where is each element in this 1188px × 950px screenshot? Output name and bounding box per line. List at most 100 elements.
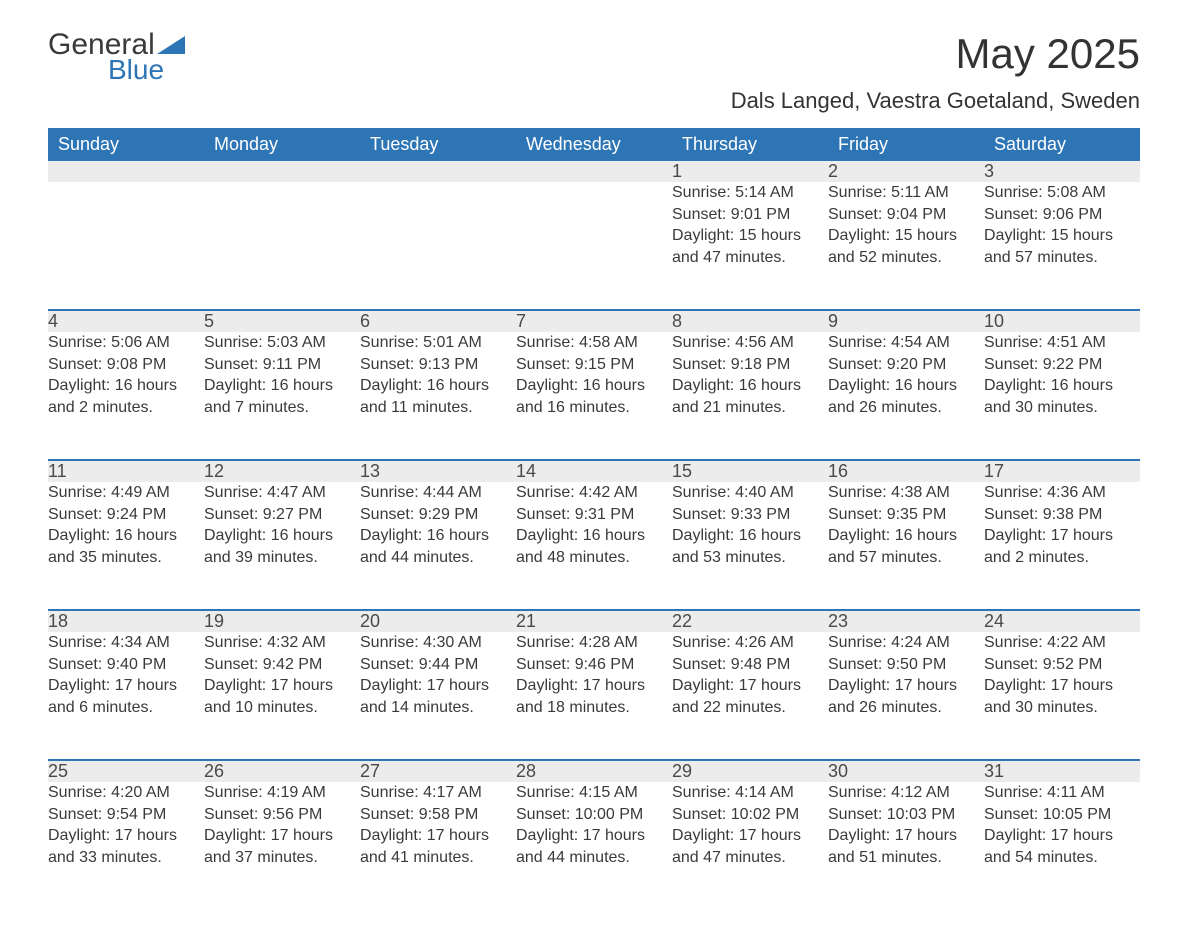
calendar-table: Sunday Monday Tuesday Wednesday Thursday…	[48, 128, 1140, 910]
day-cell: Sunrise: 4:40 AMSunset: 9:33 PMDaylight:…	[672, 482, 828, 610]
day-cell: Sunrise: 5:11 AMSunset: 9:04 PMDaylight:…	[828, 182, 984, 310]
day-cell: Sunrise: 5:08 AMSunset: 9:06 PMDaylight:…	[984, 182, 1140, 310]
week-content-row: Sunrise: 4:49 AMSunset: 9:24 PMDaylight:…	[48, 482, 1140, 610]
day-number: 30	[828, 760, 984, 782]
sunrise-text: Sunrise: 5:06 AM	[48, 332, 204, 354]
day-cell: Sunrise: 4:19 AMSunset: 9:56 PMDaylight:…	[204, 782, 360, 910]
sunset-text: Sunset: 9:44 PM	[360, 654, 516, 676]
weekday-header: Tuesday	[360, 128, 516, 161]
day-cell: Sunrise: 4:34 AMSunset: 9:40 PMDaylight:…	[48, 632, 204, 760]
sunrise-text: Sunrise: 5:01 AM	[360, 332, 516, 354]
sunset-text: Sunset: 9:24 PM	[48, 504, 204, 526]
day-cell-empty	[360, 182, 516, 310]
sunrise-text: Sunrise: 4:38 AM	[828, 482, 984, 504]
day-cell: Sunrise: 4:42 AMSunset: 9:31 PMDaylight:…	[516, 482, 672, 610]
day-number: 5	[204, 310, 360, 332]
daylight-text: Daylight: 17 hours and 33 minutes.	[48, 825, 204, 868]
brand-logo: General Blue	[48, 30, 185, 84]
day-cell: Sunrise: 4:24 AMSunset: 9:50 PMDaylight:…	[828, 632, 984, 760]
sunset-text: Sunset: 9:06 PM	[984, 204, 1140, 226]
calendar-body: 123Sunrise: 5:14 AMSunset: 9:01 PMDaylig…	[48, 161, 1140, 910]
week-daynum-row: 123	[48, 161, 1140, 182]
day-cell-empty	[48, 182, 204, 310]
day-number: 17	[984, 460, 1140, 482]
week-daynum-row: 45678910	[48, 310, 1140, 332]
day-number: 29	[672, 760, 828, 782]
daylight-text: Daylight: 16 hours and 11 minutes.	[360, 375, 516, 418]
week-daynum-row: 18192021222324	[48, 610, 1140, 632]
day-cell: Sunrise: 4:47 AMSunset: 9:27 PMDaylight:…	[204, 482, 360, 610]
day-cell: Sunrise: 4:36 AMSunset: 9:38 PMDaylight:…	[984, 482, 1140, 610]
day-cell: Sunrise: 5:03 AMSunset: 9:11 PMDaylight:…	[204, 332, 360, 460]
sunrise-text: Sunrise: 4:11 AM	[984, 782, 1140, 804]
sunrise-text: Sunrise: 4:47 AM	[204, 482, 360, 504]
day-cell: Sunrise: 4:22 AMSunset: 9:52 PMDaylight:…	[984, 632, 1140, 760]
day-cell: Sunrise: 4:38 AMSunset: 9:35 PMDaylight:…	[828, 482, 984, 610]
day-number: 7	[516, 310, 672, 332]
day-cell: Sunrise: 4:12 AMSunset: 10:03 PMDaylight…	[828, 782, 984, 910]
sunrise-text: Sunrise: 4:44 AM	[360, 482, 516, 504]
daylight-text: Daylight: 17 hours and 22 minutes.	[672, 675, 828, 718]
sunrise-text: Sunrise: 5:03 AM	[204, 332, 360, 354]
daylight-text: Daylight: 17 hours and 41 minutes.	[360, 825, 516, 868]
page-header: General Blue May 2025	[48, 30, 1140, 84]
week-content-row: Sunrise: 5:14 AMSunset: 9:01 PMDaylight:…	[48, 182, 1140, 310]
daylight-text: Daylight: 17 hours and 37 minutes.	[204, 825, 360, 868]
weekday-header: Thursday	[672, 128, 828, 161]
sunrise-text: Sunrise: 4:15 AM	[516, 782, 672, 804]
weekday-header-row: Sunday Monday Tuesday Wednesday Thursday…	[48, 128, 1140, 161]
day-number-empty	[48, 161, 204, 182]
daylight-text: Daylight: 17 hours and 18 minutes.	[516, 675, 672, 718]
sunrise-text: Sunrise: 4:22 AM	[984, 632, 1140, 654]
weekday-header: Friday	[828, 128, 984, 161]
sunset-text: Sunset: 9:33 PM	[672, 504, 828, 526]
daylight-text: Daylight: 15 hours and 52 minutes.	[828, 225, 984, 268]
sunset-text: Sunset: 9:31 PM	[516, 504, 672, 526]
daylight-text: Daylight: 16 hours and 35 minutes.	[48, 525, 204, 568]
day-number: 16	[828, 460, 984, 482]
day-cell: Sunrise: 5:14 AMSunset: 9:01 PMDaylight:…	[672, 182, 828, 310]
day-cell: Sunrise: 4:15 AMSunset: 10:00 PMDaylight…	[516, 782, 672, 910]
weekday-header: Saturday	[984, 128, 1140, 161]
daylight-text: Daylight: 17 hours and 30 minutes.	[984, 675, 1140, 718]
week-daynum-row: 25262728293031	[48, 760, 1140, 782]
day-cell: Sunrise: 5:06 AMSunset: 9:08 PMDaylight:…	[48, 332, 204, 460]
daylight-text: Daylight: 17 hours and 10 minutes.	[204, 675, 360, 718]
day-number: 21	[516, 610, 672, 632]
day-number: 26	[204, 760, 360, 782]
daylight-text: Daylight: 17 hours and 51 minutes.	[828, 825, 984, 868]
daylight-text: Daylight: 17 hours and 6 minutes.	[48, 675, 204, 718]
weekday-header: Sunday	[48, 128, 204, 161]
sunset-text: Sunset: 9:13 PM	[360, 354, 516, 376]
day-number: 31	[984, 760, 1140, 782]
sunrise-text: Sunrise: 4:32 AM	[204, 632, 360, 654]
day-cell: Sunrise: 4:51 AMSunset: 9:22 PMDaylight:…	[984, 332, 1140, 460]
day-cell: Sunrise: 4:32 AMSunset: 9:42 PMDaylight:…	[204, 632, 360, 760]
page-title: May 2025	[956, 30, 1140, 78]
sunset-text: Sunset: 9:18 PM	[672, 354, 828, 376]
sunset-text: Sunset: 9:46 PM	[516, 654, 672, 676]
day-number: 28	[516, 760, 672, 782]
week-content-row: Sunrise: 4:20 AMSunset: 9:54 PMDaylight:…	[48, 782, 1140, 910]
sunset-text: Sunset: 9:54 PM	[48, 804, 204, 826]
sunrise-text: Sunrise: 4:49 AM	[48, 482, 204, 504]
sunrise-text: Sunrise: 4:26 AM	[672, 632, 828, 654]
sunrise-text: Sunrise: 4:36 AM	[984, 482, 1140, 504]
day-cell: Sunrise: 4:30 AMSunset: 9:44 PMDaylight:…	[360, 632, 516, 760]
sunrise-text: Sunrise: 4:28 AM	[516, 632, 672, 654]
week-daynum-row: 11121314151617	[48, 460, 1140, 482]
sunrise-text: Sunrise: 4:19 AM	[204, 782, 360, 804]
sunrise-text: Sunrise: 4:17 AM	[360, 782, 516, 804]
weekday-header: Monday	[204, 128, 360, 161]
sunrise-text: Sunrise: 4:24 AM	[828, 632, 984, 654]
sunset-text: Sunset: 9:27 PM	[204, 504, 360, 526]
day-number-empty	[204, 161, 360, 182]
day-cell: Sunrise: 4:26 AMSunset: 9:48 PMDaylight:…	[672, 632, 828, 760]
sunset-text: Sunset: 9:08 PM	[48, 354, 204, 376]
daylight-text: Daylight: 15 hours and 57 minutes.	[984, 225, 1140, 268]
sunset-text: Sunset: 9:15 PM	[516, 354, 672, 376]
day-cell: Sunrise: 4:58 AMSunset: 9:15 PMDaylight:…	[516, 332, 672, 460]
daylight-text: Daylight: 16 hours and 30 minutes.	[984, 375, 1140, 418]
sunset-text: Sunset: 9:20 PM	[828, 354, 984, 376]
daylight-text: Daylight: 16 hours and 44 minutes.	[360, 525, 516, 568]
